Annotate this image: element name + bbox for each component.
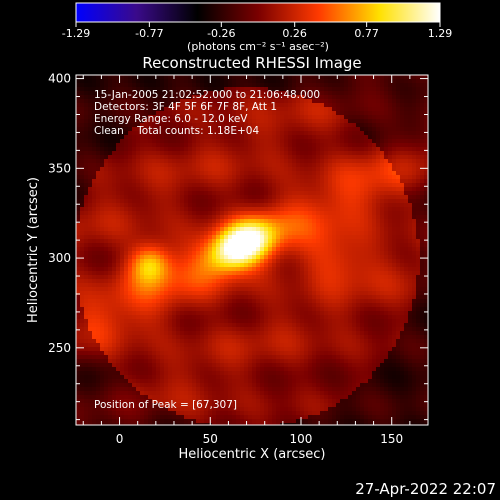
annotation-clean-counts: Clean Total counts: 1.18E+04: [94, 125, 259, 137]
y-tick-label: 250: [48, 341, 71, 355]
colorbar-unit-label: (photons cm⁻² s⁻¹ asec⁻²): [187, 40, 329, 53]
x-axis-label: Heliocentric X (arcsec): [179, 447, 326, 462]
x-tick-label: 0: [116, 432, 124, 446]
x-tick-label: 50: [203, 432, 218, 446]
x-tick-label: 100: [290, 432, 313, 446]
colorbar-tick-label: 0.77: [354, 27, 379, 40]
colorbar-tick-label: -1.29: [62, 27, 90, 40]
x-tick-label: 150: [380, 432, 403, 446]
colorbar-tick-label: 1.29: [428, 27, 453, 40]
axis-ticks: 0 50 100 150 250 300 350 400: [48, 72, 429, 446]
y-tick-label: 300: [48, 251, 71, 265]
y-tick-label: 350: [48, 161, 71, 175]
annotation-time-range: 15-Jan-2005 21:02:52.000 to 21:06:48.000: [94, 89, 320, 101]
annotation-energy-range: Energy Range: 6.0 - 12.0 keV: [94, 113, 248, 125]
colorbar: [75, 2, 441, 23]
y-axis-label: Heliocentric Y (arcsec): [26, 177, 41, 323]
plot-frame: [75, 74, 429, 426]
y-tick-label: 400: [48, 72, 71, 86]
heatmap-image: [76, 75, 428, 425]
chart-title: Reconstructed RHESSI Image: [142, 54, 361, 72]
colorbar-ticks: -1.29 -0.77 -0.26 0.26 0.77 1.29: [62, 22, 452, 40]
colorbar-tick-label: -0.77: [135, 27, 163, 40]
footer-date: 27-Apr-2022 22:07: [355, 480, 496, 498]
annotation-detectors: Detectors: 3F 4F 5F 6F 7F 8F, Att 1: [94, 101, 277, 113]
colorbar-tick-label: 0.26: [282, 27, 307, 40]
peak-position-label: Position of Peak = [67,307]: [94, 399, 237, 411]
colorbar-tick-label: -0.26: [207, 27, 235, 40]
